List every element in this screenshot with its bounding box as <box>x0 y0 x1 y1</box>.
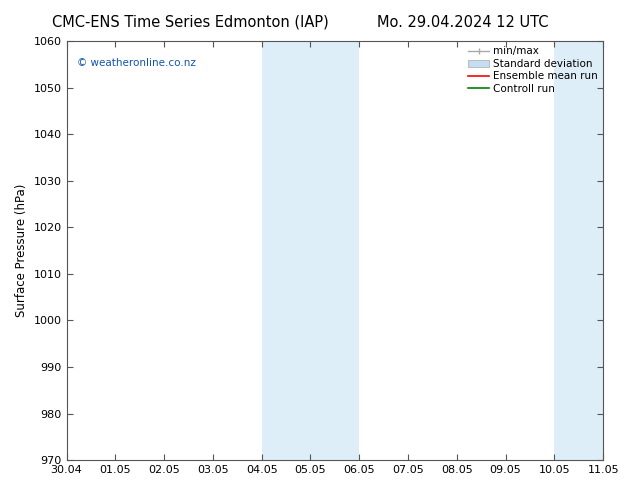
Text: Mo. 29.04.2024 12 UTC: Mo. 29.04.2024 12 UTC <box>377 15 548 30</box>
Text: © weatheronline.co.nz: © weatheronline.co.nz <box>77 58 196 68</box>
Text: CMC-ENS Time Series Edmonton (IAP): CMC-ENS Time Series Edmonton (IAP) <box>52 15 328 30</box>
Y-axis label: Surface Pressure (hPa): Surface Pressure (hPa) <box>15 184 28 318</box>
Bar <box>262 41 359 460</box>
Legend: min/max, Standard deviation, Ensemble mean run, Controll run: min/max, Standard deviation, Ensemble me… <box>465 43 601 97</box>
Bar <box>554 41 603 460</box>
